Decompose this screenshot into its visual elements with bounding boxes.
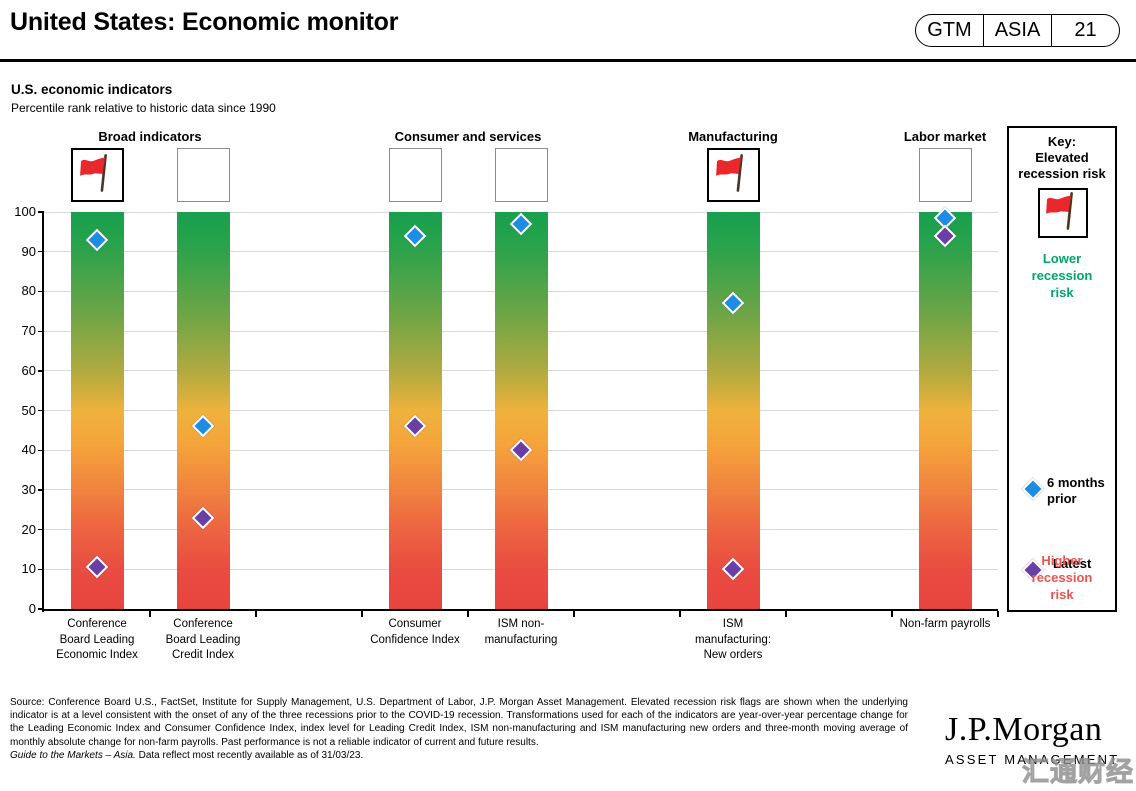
x-axis-category-label: Consumer Confidence Index xyxy=(370,618,460,646)
y-axis-tick-label: 10 xyxy=(21,561,36,577)
y-axis-tick xyxy=(38,489,44,491)
source-footnote: Source: Conference Board U.S., FactSet, … xyxy=(10,696,908,762)
y-axis-line xyxy=(42,211,45,612)
y-axis-tick xyxy=(38,449,44,451)
six-months-prior-diamond-icon xyxy=(1021,477,1045,501)
source-text: Source: Conference Board U.S., FactSet, … xyxy=(10,697,908,748)
indicator-bar xyxy=(494,212,548,609)
indicator-bar xyxy=(918,212,972,609)
x-axis-category-label: Non-farm payrolls xyxy=(899,618,991,630)
x-axis-category-label: Conference Board Leading Credit Index xyxy=(165,618,241,661)
recession-flag-box-empty xyxy=(918,148,972,202)
x-axis-tick xyxy=(679,611,681,617)
key-panel: Key: Elevated recession risk Lower reces… xyxy=(1007,126,1117,612)
x-axis-tick xyxy=(255,611,257,617)
y-axis-tick-label: 80 xyxy=(21,283,36,299)
latest-label: Latest xyxy=(1053,556,1092,571)
chart-subtitle: Percentile rank relative to historic dat… xyxy=(11,101,276,115)
y-axis-tick-label: 60 xyxy=(21,362,36,378)
recession-flag-box-empty xyxy=(388,148,442,202)
recession-flag-icon xyxy=(1043,191,1083,236)
recession-flag-box xyxy=(70,148,124,202)
recession-flag-box xyxy=(706,148,760,202)
y-axis-tick xyxy=(38,409,44,412)
y-axis-tick-label: 50 xyxy=(21,402,36,418)
indicator-bar xyxy=(176,212,230,609)
x-axis-tick xyxy=(785,611,787,617)
chart-title: U.S. economic indicators xyxy=(11,82,173,97)
jpmorgan-logo: J.P.Morgan ASSET MANAGEMENT xyxy=(945,711,1120,768)
y-axis-tick xyxy=(38,608,44,610)
recession-flag-box-empty xyxy=(176,148,230,202)
key-lower-risk-label: Lower recession risk xyxy=(1031,251,1093,300)
watermark: 汇通财经 xyxy=(1022,757,1134,788)
gtm-publication-name: Guide to the Markets – Asia. xyxy=(10,749,136,761)
x-axis-tick xyxy=(997,611,999,617)
y-axis-tick xyxy=(38,290,44,293)
y-axis-tick-label: 0 xyxy=(28,601,36,616)
x-axis-tick xyxy=(149,611,151,617)
x-axis-category-label: Conference Board Leading Economic Index xyxy=(56,618,138,661)
indicator-bar xyxy=(706,212,760,609)
y-axis-tick-label: 40 xyxy=(21,442,36,458)
y-axis-tick-label: 90 xyxy=(21,243,36,259)
recession-flag-icon xyxy=(713,153,753,198)
y-axis-tick xyxy=(38,370,44,372)
page-title: United States: Economic monitor xyxy=(10,8,399,36)
x-axis-tick xyxy=(467,611,469,617)
x-axis-line xyxy=(42,609,998,612)
recession-flag-box-empty xyxy=(494,148,548,202)
six-months-prior-label: 6 months prior xyxy=(1047,475,1105,506)
key-flag-box xyxy=(1038,188,1088,238)
group-title: Labor market xyxy=(903,129,987,144)
indicator-bar xyxy=(70,212,124,609)
data-as-of-text: Data reflect most recently available as … xyxy=(135,749,364,761)
x-axis-category-label: ISM manufacturing: New orders xyxy=(694,618,772,661)
y-axis-tick-label: 70 xyxy=(21,323,36,339)
y-axis-tick-label: 20 xyxy=(21,521,36,537)
asset-management-text: ASSET MANAGEMENT xyxy=(945,752,1120,767)
recession-flag-icon xyxy=(77,153,117,198)
x-axis-tick xyxy=(891,611,893,617)
x-axis-tick xyxy=(573,611,575,617)
y-axis-tick xyxy=(38,211,44,213)
gtm-badge: GTM ASIA 21 xyxy=(915,14,1120,47)
gtm-reference-line: Guide to the Markets – Asia. Data reflec… xyxy=(10,749,908,762)
y-axis-tick-label: 100 xyxy=(14,204,36,219)
y-axis-tick xyxy=(38,568,44,571)
jpmorgan-brand-text: J.P.Morgan xyxy=(945,711,1103,748)
x-axis-category-label: ISM non-manufacturing xyxy=(484,618,558,646)
key-title: Key: Elevated recession risk xyxy=(1018,134,1106,181)
y-axis-tick xyxy=(38,330,44,332)
key-row-six-months-prior: 6 months prior xyxy=(1009,475,1115,515)
group-title: Consumer and services xyxy=(394,129,542,144)
header-divider xyxy=(0,59,1136,62)
group-title: Broad indicators xyxy=(98,129,202,144)
badge-region: ASIA xyxy=(983,15,1051,46)
key-higher-risk-label: Higher recession risk xyxy=(1031,553,1093,602)
badge-page-number: 21 xyxy=(1051,15,1119,46)
y-axis-tick-label: 30 xyxy=(21,481,36,497)
key-row-latest: Latest xyxy=(1009,556,1115,582)
indicator-bar xyxy=(388,212,442,609)
y-axis-tick xyxy=(38,251,44,253)
x-axis-tick xyxy=(361,611,363,617)
y-axis-tick xyxy=(38,529,44,531)
badge-gtm: GTM xyxy=(927,19,972,41)
group-title: Manufacturing xyxy=(688,129,778,144)
